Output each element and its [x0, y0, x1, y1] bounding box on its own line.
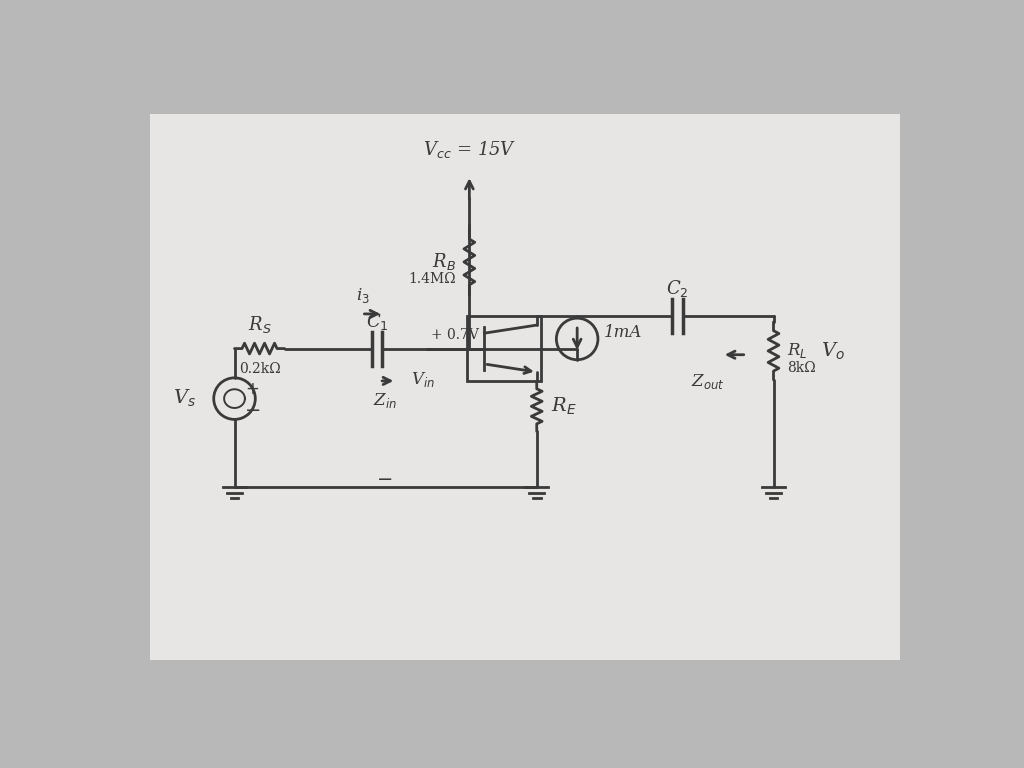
Text: i$_3$: i$_3$ — [356, 286, 370, 305]
Text: R$_B$: R$_B$ — [431, 251, 456, 273]
Text: R$_E$: R$_E$ — [551, 396, 577, 417]
Bar — [467, 316, 541, 381]
Text: V$_s$: V$_s$ — [173, 388, 196, 409]
Text: 0.2kΩ: 0.2kΩ — [239, 362, 281, 376]
Text: 8kΩ: 8kΩ — [787, 361, 816, 375]
Text: R$_S$: R$_S$ — [248, 313, 271, 335]
Text: V$_{cc}$ = 15V: V$_{cc}$ = 15V — [423, 139, 516, 160]
Text: 1mA: 1mA — [604, 324, 642, 341]
Text: C$_1$: C$_1$ — [366, 310, 388, 332]
Text: Z$_{in}$: Z$_{in}$ — [373, 391, 396, 410]
Text: C$_2$: C$_2$ — [666, 278, 688, 299]
Text: 1.4MΩ: 1.4MΩ — [408, 272, 456, 286]
Text: V$_o$: V$_o$ — [821, 340, 845, 362]
Text: Z$_{out}$: Z$_{out}$ — [691, 372, 725, 392]
Text: R$_L$: R$_L$ — [787, 342, 808, 360]
Text: +: + — [246, 380, 259, 399]
Text: −: − — [246, 401, 262, 419]
Text: −: − — [377, 470, 393, 489]
Text: V$_{in}$: V$_{in}$ — [412, 370, 435, 389]
Text: + 0.7V: + 0.7V — [431, 329, 479, 343]
